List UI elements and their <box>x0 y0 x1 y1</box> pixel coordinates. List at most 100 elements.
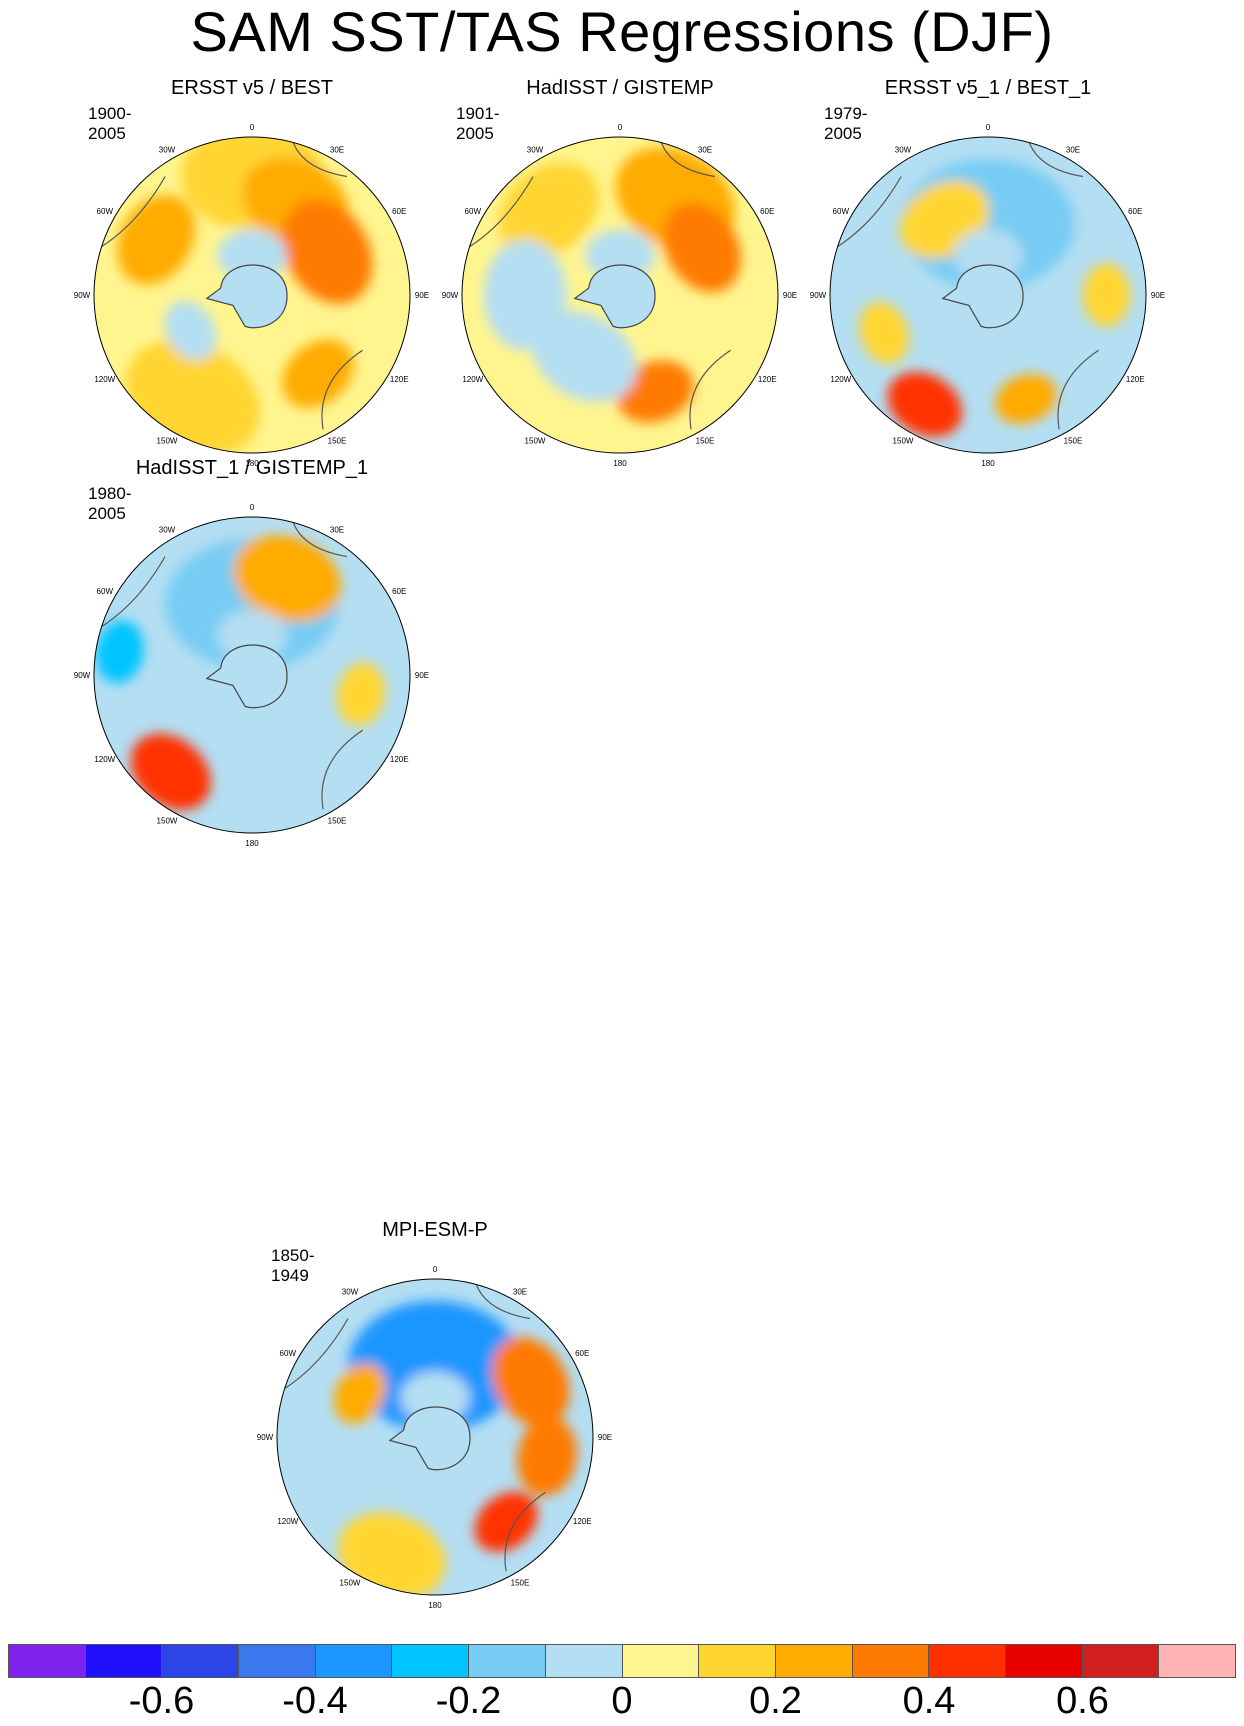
contour-region <box>995 374 1057 424</box>
longitude-label: 30E <box>513 1288 527 1297</box>
panel-title: ERSST v5 / BEST <box>171 77 333 99</box>
longitude-label: 60W <box>833 207 850 216</box>
longitude-label: 60E <box>760 207 774 216</box>
longitude-label: 30W <box>159 526 176 535</box>
contour-region <box>887 372 963 437</box>
longitude-label: 120E <box>573 1517 592 1526</box>
longitude-label: 90E <box>783 291 797 300</box>
colorbar-box <box>1158 1644 1236 1678</box>
longitude-label: 150W <box>157 436 178 445</box>
contour-region <box>616 360 694 423</box>
contour-region <box>233 535 341 622</box>
contour-region <box>348 1300 522 1432</box>
colorbar-box <box>8 1644 85 1678</box>
longitude-label: 120W <box>277 1517 298 1526</box>
longitude-label: 60W <box>97 207 114 216</box>
colorbar-tick-label: 0 <box>611 1680 633 1722</box>
longitude-label: 180 <box>613 459 627 468</box>
contour-region <box>336 662 385 726</box>
colorbar-tick-label: -0.4 <box>282 1680 348 1722</box>
longitude-label: 30E <box>330 526 344 535</box>
colorbar-box <box>544 1644 622 1678</box>
panel-title: HadISST / GISTEMP <box>526 77 714 99</box>
longitude-label: 150W <box>893 436 914 445</box>
longitude-label: 30W <box>527 146 544 155</box>
contour-region <box>859 302 909 364</box>
longitude-label: 120W <box>94 375 115 384</box>
colorbar-box <box>84 1644 162 1678</box>
antarctica-coastline <box>388 1406 471 1471</box>
longitude-label: 30E <box>330 146 344 155</box>
longitude-label: 120E <box>390 755 409 764</box>
polar-map: 0 30E 60E 90E 120E 150E 180 150W 120W 90W 60W 30W <box>74 123 429 468</box>
longitude-label: 180 <box>428 1601 442 1610</box>
antarctica-coastline <box>941 264 1024 329</box>
longitude-label: 180 <box>245 459 259 468</box>
longitude-label: 150W <box>157 816 178 825</box>
contour-region <box>117 194 196 285</box>
longitude-label: 150E <box>696 436 715 445</box>
contour-region <box>1082 263 1131 327</box>
longitude-label: 90W <box>257 1433 274 1442</box>
continent-coastline <box>321 729 363 810</box>
colorbar-box <box>1081 1644 1159 1678</box>
panel-title: ERSST v5_1 / BEST_1 <box>884 77 1092 99</box>
longitude-label: 90W <box>810 291 827 300</box>
longitude-label: 90W <box>74 671 91 680</box>
polar-map: 0 30E 60E 90E 120E 150E 180 150W 120W 90W 60W 30W <box>810 123 1165 468</box>
polar-map: 0 30E 60E 90E 120E 150E 180 150W 120W 90W 60W 30W <box>257 1265 612 1610</box>
contour-region <box>474 1491 538 1552</box>
colorbar-box <box>621 1644 699 1678</box>
longitude-label: 60E <box>392 587 406 596</box>
longitude-label: 150W <box>340 1578 361 1587</box>
panel-title: HadISST_1 / GISTEMP_1 <box>135 457 369 479</box>
contour-region <box>491 1336 570 1427</box>
contour-region <box>532 311 637 402</box>
antarctica-coastline <box>573 264 656 329</box>
contour-region <box>164 300 217 361</box>
colorbar-box <box>1004 1644 1082 1678</box>
longitude-label: 0 <box>250 123 255 132</box>
longitude-label: 90E <box>598 1433 612 1442</box>
longitude-label: 120E <box>1126 375 1145 384</box>
longitude-label: 150E <box>328 436 347 445</box>
colorbar <box>8 1644 1236 1680</box>
colorbar-box <box>161 1644 239 1678</box>
longitude-label: 120E <box>390 375 409 384</box>
longitude-label: 60E <box>392 207 406 216</box>
contour-region <box>281 199 373 304</box>
contour-region <box>130 733 211 810</box>
colorbar-box <box>238 1644 315 1678</box>
panel-period: 1900-2005 <box>88 104 132 143</box>
colorbar-box <box>698 1644 775 1678</box>
longitude-label: 90E <box>415 291 429 300</box>
longitude-label: 30E <box>698 146 712 155</box>
map-boundary <box>93 516 411 834</box>
longitude-label: 60E <box>575 1349 589 1358</box>
colorbar-box <box>314 1644 392 1678</box>
contour-region <box>498 162 599 258</box>
contour-region <box>337 1512 446 1595</box>
colorbar-tick-label: -0.2 <box>435 1680 502 1722</box>
antarctica-coastline <box>205 644 288 709</box>
map-boundary <box>461 136 779 454</box>
antarctica-coastline <box>205 264 288 329</box>
map-boundary <box>276 1278 594 1596</box>
contour-region <box>95 620 144 684</box>
longitude-label: 60W <box>97 587 114 596</box>
map-boundary <box>829 136 1147 454</box>
longitude-label: 60E <box>1128 207 1142 216</box>
panel-period: 1901-2005 <box>456 104 500 143</box>
colorbar-tick-label: 0.4 <box>902 1680 956 1722</box>
longitude-label: 30W <box>342 1288 359 1297</box>
panel-period: 1980-2005 <box>88 484 132 523</box>
longitude-label: 120W <box>830 375 851 384</box>
contour-region <box>663 202 741 293</box>
longitude-label: 120W <box>462 375 483 384</box>
longitude-label: 90E <box>415 671 429 680</box>
colorbar-box <box>391 1644 469 1678</box>
longitude-label: 30E <box>1066 146 1080 155</box>
longitude-label: 90E <box>1151 291 1165 300</box>
colorbar-tick-label: 0.2 <box>749 1680 802 1722</box>
contour-region <box>483 239 567 351</box>
